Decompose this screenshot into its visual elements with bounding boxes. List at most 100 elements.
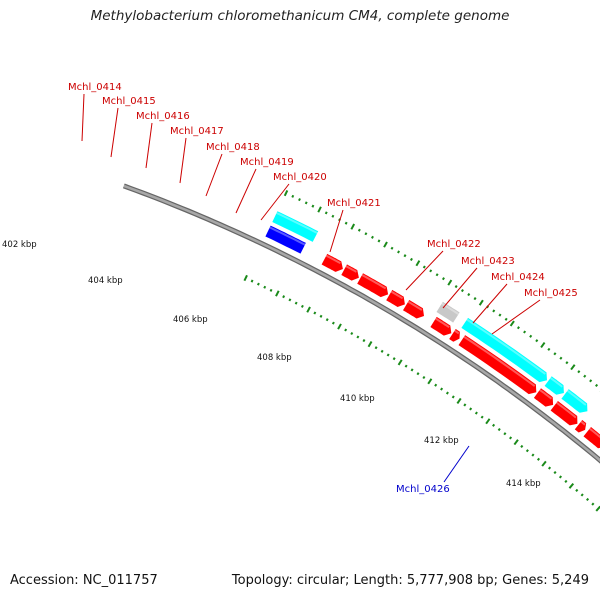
outer-tick [331, 214, 335, 218]
outer-tick [344, 221, 348, 225]
inner-tick [480, 415, 484, 419]
outer-tick [460, 288, 464, 293]
grey-gene-shade [441, 302, 460, 316]
gene-mchl-0422 [533, 388, 554, 407]
gene-mchl-0424 [574, 420, 587, 433]
kbp-label: 404 kbp [88, 276, 123, 286]
outer-tick [304, 201, 308, 205]
accession-text: Accession: NC_011757 [10, 573, 158, 588]
gene-leader-line [442, 267, 478, 309]
outer-tick [350, 223, 356, 230]
inner-tick [541, 460, 547, 467]
inner-tick [275, 290, 280, 297]
gene-mchl-0415-shade [345, 265, 357, 273]
gene-leader-line [472, 283, 508, 324]
rna-gene-left-shade [276, 212, 318, 234]
inner-tick [404, 364, 408, 368]
outer-tick [516, 326, 520, 330]
gene-label: Mchl_0422 [427, 239, 481, 250]
inner-tick [456, 397, 462, 404]
inner-tick [575, 488, 579, 492]
outer-tick [547, 347, 551, 351]
inner-tick [374, 346, 378, 350]
outer-tick [357, 228, 361, 232]
outer-tick [454, 285, 458, 289]
outer-tick [283, 189, 289, 197]
gene-leader-line [405, 250, 444, 291]
outer-tick [364, 232, 368, 236]
gene-label: Mchl_0421 [327, 198, 381, 209]
outer-tick [467, 293, 471, 297]
rna-gene-3-shade [566, 389, 587, 406]
inner-tick [553, 470, 557, 475]
inner-tick [568, 482, 575, 489]
inner-tick [525, 449, 529, 453]
outer-tick [492, 309, 496, 313]
inner-tick [362, 339, 366, 343]
inner-tick [492, 423, 496, 427]
inner-tick [422, 375, 426, 380]
gene-mchl-0414 [321, 253, 343, 272]
kbp-label: 406 kbp [173, 315, 208, 325]
outer-tick [595, 383, 599, 387]
inner-tick [585, 497, 590, 502]
inner-tick [416, 372, 420, 376]
outer-tick [435, 273, 439, 277]
inner-tick [350, 331, 354, 336]
outer-tick [317, 206, 322, 213]
inner-tick [509, 436, 513, 440]
inner-tick [580, 493, 584, 497]
gene-label: Mchl_0414 [68, 82, 122, 93]
outer-tick [535, 339, 539, 343]
outer-tick [324, 211, 328, 215]
inner-tick [344, 328, 348, 332]
rna-gene-left [272, 211, 319, 242]
inner-tick [356, 335, 360, 339]
gene-label: Mchl_0425 [524, 288, 578, 299]
outer-tick [570, 364, 576, 371]
gene-mchl-0420-shade [454, 329, 460, 335]
gene-leader-line [260, 183, 290, 221]
blue-gene-left [265, 225, 306, 254]
outer-tick [422, 265, 426, 269]
inner-tick [397, 359, 403, 366]
outer-tick [377, 239, 381, 243]
outer-tick [559, 356, 563, 360]
inner-tick [474, 411, 478, 415]
inner-tick [434, 383, 438, 387]
inner-tick [595, 505, 600, 512]
gene-mchl-0424-shade [580, 420, 586, 426]
genome-backbone-highlight [123, 184, 600, 462]
gene-leader-line [491, 299, 541, 335]
outer-tick [498, 313, 502, 317]
outer-tick [371, 235, 374, 239]
inner-tick [386, 353, 390, 357]
inner-tick [243, 274, 248, 282]
inner-tick [485, 418, 491, 425]
gene-label: Mchl_0419 [240, 157, 294, 168]
inner-tick [536, 457, 541, 461]
inner-tick [520, 444, 524, 448]
gene-mchl-0418-shade [407, 300, 423, 311]
inner-tick [300, 304, 304, 308]
gene-leader-line [110, 107, 119, 158]
rna-gene-2 [544, 376, 564, 395]
gene-label: Mchl_0424 [491, 272, 545, 283]
outer-tick [291, 194, 295, 198]
gene-mchl-0415 [341, 264, 359, 281]
gene-leader-line [443, 445, 470, 483]
outer-tick [441, 277, 445, 281]
inner-tick [558, 475, 563, 479]
outer-tick [509, 320, 515, 327]
gene-label: Mchl_0420 [273, 172, 327, 183]
inner-tick [256, 282, 260, 286]
inner-tick [269, 288, 273, 292]
gene-leader-line [81, 93, 85, 142]
gene-mchl-0425 [583, 427, 600, 449]
gene-label: Mchl_0417 [170, 126, 224, 137]
gene-mchl-0416 [357, 273, 389, 298]
gene-leader-line [329, 209, 344, 253]
outer-tick [415, 260, 421, 267]
map-title: Methylobacterium chloromethanicum CM4, c… [90, 8, 510, 24]
outer-tick [523, 330, 527, 334]
